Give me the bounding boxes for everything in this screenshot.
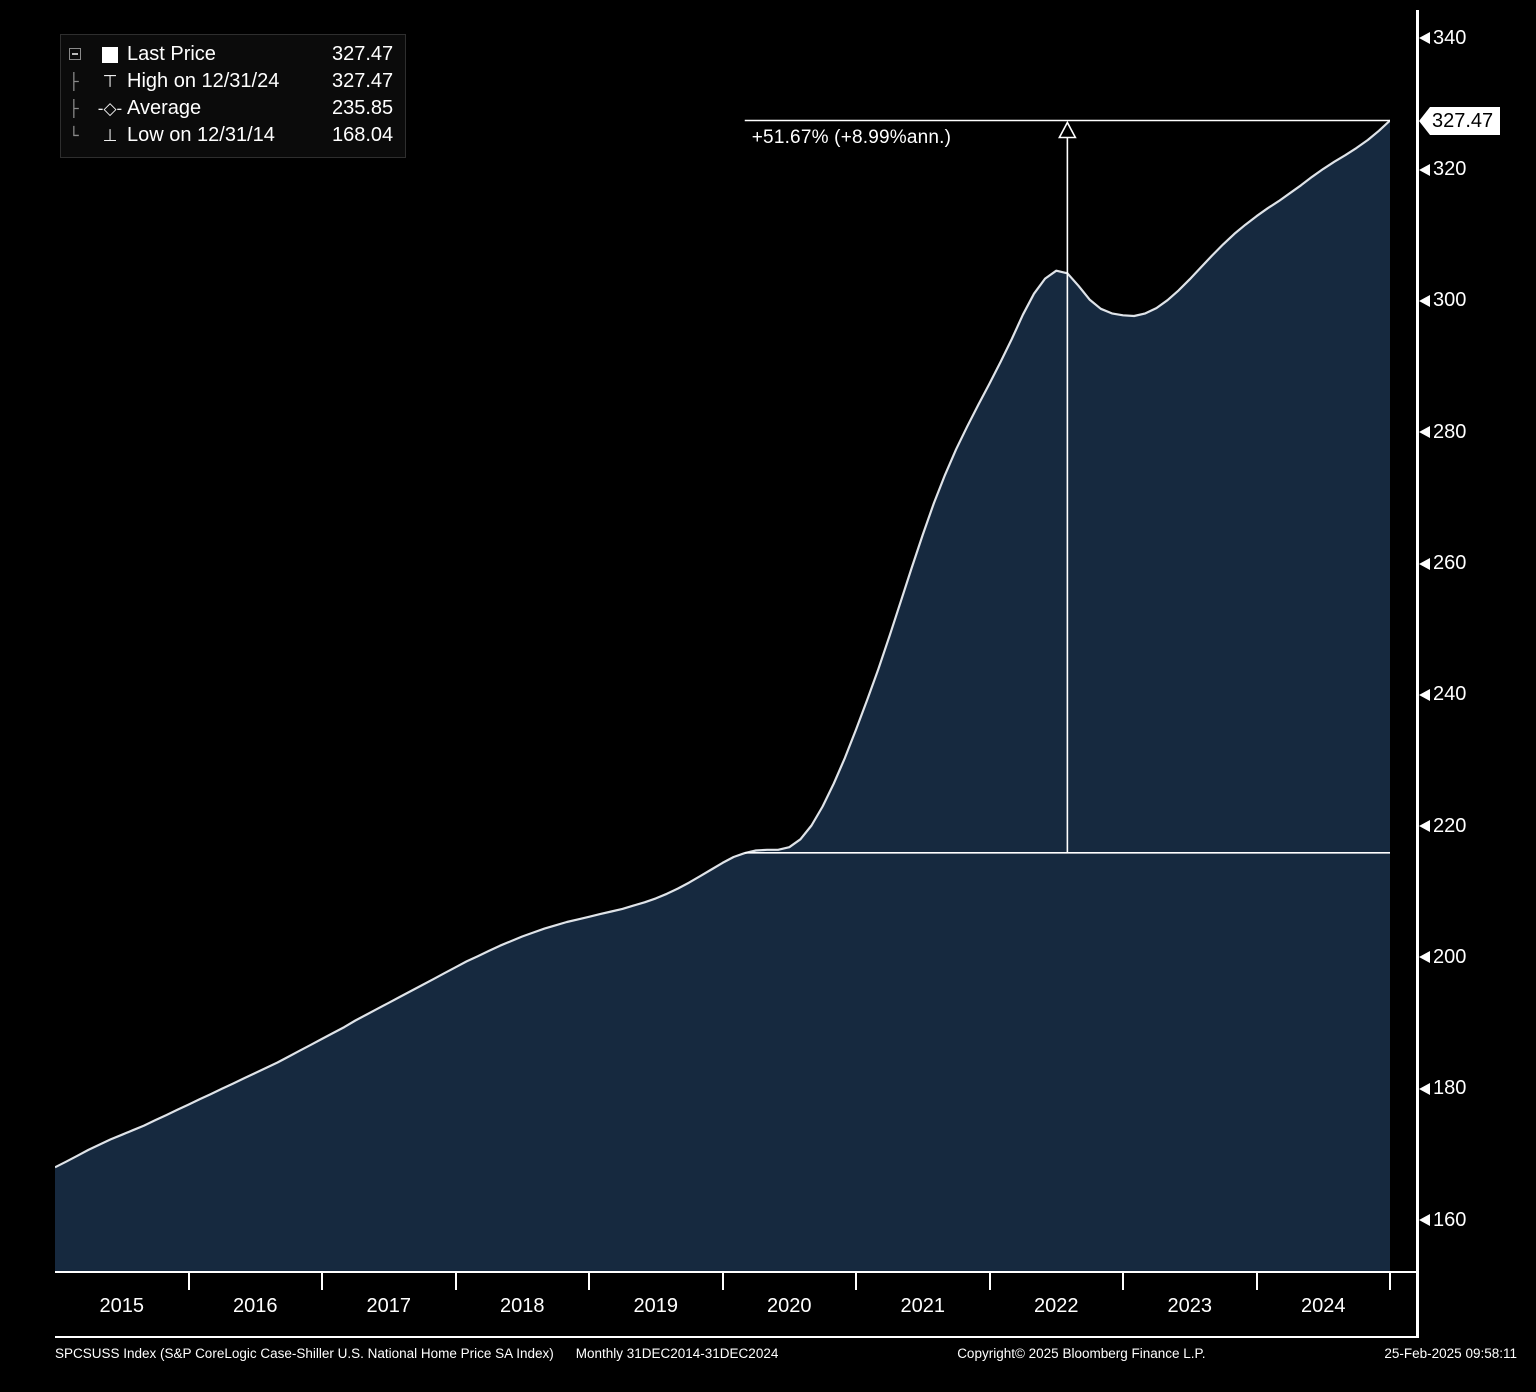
y-axis-tick-label: 320 xyxy=(1433,158,1467,181)
annotation-label[interactable]: +51.67% (+8.99%ann.) xyxy=(751,126,952,148)
legend-label: Average xyxy=(127,97,202,119)
x-axis-tick xyxy=(855,1273,857,1290)
x-axis-tick xyxy=(321,1273,323,1290)
tick-arrow-icon xyxy=(1419,688,1430,701)
y-axis-spine xyxy=(1416,10,1419,1338)
last-price-value: 327.47 xyxy=(1430,106,1501,135)
x-axis-tick xyxy=(1122,1273,1124,1290)
legend-value: 327.47 xyxy=(332,70,394,92)
price-area-fill xyxy=(55,120,1390,1272)
y-axis-tick-label: 200 xyxy=(1433,945,1467,968)
tick-arrow-icon xyxy=(1419,951,1430,964)
y-axis-tick-160: 160 xyxy=(1419,1208,1467,1231)
x-axis-tick xyxy=(1389,1273,1391,1290)
timestamp-label: 25-Feb-2025 09:58:11 xyxy=(1384,1346,1517,1361)
tree-connector: └ xyxy=(69,126,79,145)
legend-value: 327.47 xyxy=(332,43,394,65)
y-axis-tick-240: 240 xyxy=(1419,683,1467,706)
x-axis-year-label: 2020 xyxy=(767,1295,812,1317)
y-axis-tick-label: 340 xyxy=(1433,26,1467,49)
average-marker-icon: -◇- xyxy=(97,98,123,118)
low-marker-icon: ⊥ xyxy=(102,125,118,145)
high-marker-icon: ⊤ xyxy=(102,71,118,91)
legend-row-average[interactable]: ├ -◇- Average 235.85 xyxy=(69,95,393,122)
copyright-label: Copyright© 2025 Bloomberg Finance L.P. xyxy=(957,1346,1206,1361)
x-axis-year-label: 2016 xyxy=(233,1295,278,1317)
legend-collapse-icon[interactable] xyxy=(69,45,93,64)
price-chart-plot[interactable] xyxy=(55,10,1390,1272)
index-description: SPCSUSS Index (S&P CoreLogic Case-Shille… xyxy=(55,1346,554,1361)
x-axis-year-label: 2021 xyxy=(900,1295,946,1317)
x-axis-year-label: 2017 xyxy=(366,1295,412,1317)
tick-arrow-icon xyxy=(1419,820,1430,833)
x-axis-year-label: 2023 xyxy=(1167,1295,1213,1317)
y-axis-tick-300: 300 xyxy=(1419,289,1467,312)
y-axis-tick-label: 260 xyxy=(1433,552,1467,575)
y-axis-tick-label: 300 xyxy=(1433,289,1467,312)
legend-row-low[interactable]: └ ⊥ Low on 12/31/14 168.04 xyxy=(69,122,393,149)
x-axis-tick xyxy=(454,1273,457,1290)
legend-row-high[interactable]: ├ ⊤ High on 12/31/24 327.47 xyxy=(69,68,393,95)
badge-arrow-icon xyxy=(1419,106,1430,135)
annotation-arrowhead-icon xyxy=(1058,120,1077,139)
legend-value: 235.85 xyxy=(332,97,394,119)
x-axis-year-label: 2015 xyxy=(99,1295,145,1317)
footer-left: SPCSUSS Index (S&P CoreLogic Case-Shille… xyxy=(55,1346,778,1361)
tick-arrow-icon xyxy=(1419,557,1430,570)
legend-label: High on 12/31/24 xyxy=(127,70,280,92)
tick-arrow-icon xyxy=(1419,294,1430,307)
x-axis-tick xyxy=(187,1273,190,1290)
y-axis-tick-280: 280 xyxy=(1419,420,1467,443)
x-axis-tick xyxy=(1255,1273,1258,1290)
price-line xyxy=(55,119,1390,1169)
legend-value: 168.04 xyxy=(332,124,394,146)
y-axis-tick-180: 180 xyxy=(1419,1077,1467,1100)
x-axis-year-label: 2019 xyxy=(633,1295,679,1317)
y-axis-tick-label: 220 xyxy=(1433,814,1467,837)
tick-arrow-icon xyxy=(1419,426,1430,439)
legend-label: Last Price xyxy=(127,43,216,65)
chart-legend: Last Price 327.47 ├ ⊤ High on 12/31/24 3… xyxy=(60,34,407,158)
y-axis-tick-label: 180 xyxy=(1433,1077,1467,1100)
x-axis-year-label: 2024 xyxy=(1301,1295,1346,1317)
y-axis-tick-340: 340 xyxy=(1419,26,1467,49)
x-axis-tick xyxy=(988,1273,991,1290)
y-axis-tick-label: 280 xyxy=(1433,420,1467,443)
y-axis-tick-320: 320 xyxy=(1419,158,1467,181)
last-price-swatch-icon xyxy=(93,45,127,65)
y-axis-tick-label: 240 xyxy=(1433,683,1467,706)
tree-connector: ├ xyxy=(69,72,79,91)
y-axis-tick-label: 160 xyxy=(1433,1208,1467,1231)
x-axis-tick xyxy=(588,1273,590,1290)
tick-arrow-icon xyxy=(1419,1214,1430,1227)
y-axis-tick-260: 260 xyxy=(1419,552,1467,575)
tick-arrow-icon xyxy=(1419,32,1430,45)
last-price-badge: 327.47 xyxy=(1419,106,1501,135)
status-bar: SPCSUSS Index (S&P CoreLogic Case-Shille… xyxy=(55,1346,1517,1361)
x-axis-band: 2015 2016 2017 2018 2019 2020 2021 2022 2023 2024 xyxy=(55,1271,1419,1338)
tick-arrow-icon xyxy=(1419,163,1430,176)
y-axis-tick-220: 220 xyxy=(1419,814,1467,837)
legend-row-last-price[interactable]: Last Price 327.47 xyxy=(69,41,393,68)
tick-arrow-icon xyxy=(1419,1082,1430,1095)
x-axis-year-label: 2022 xyxy=(1034,1295,1079,1317)
legend-label: Low on 12/31/14 xyxy=(127,124,275,146)
tree-connector: ├ xyxy=(69,99,79,118)
x-axis-tick xyxy=(721,1273,724,1290)
x-axis-year-label: 2018 xyxy=(500,1295,545,1317)
y-axis-tick-200: 200 xyxy=(1419,945,1467,968)
period-label: Monthly 31DEC2014-31DEC2024 xyxy=(575,1346,779,1361)
